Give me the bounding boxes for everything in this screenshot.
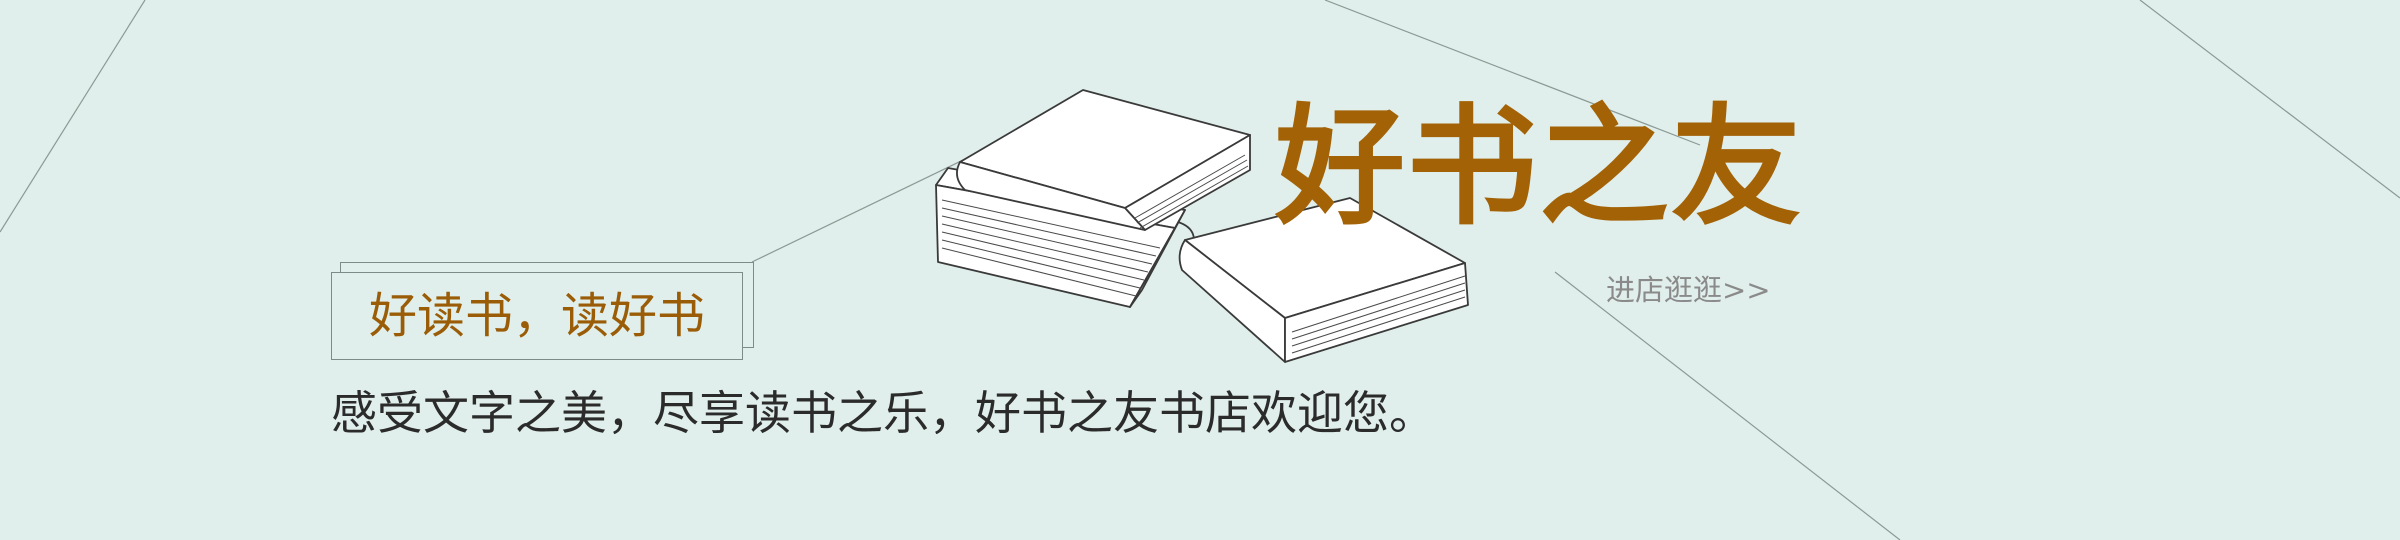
welcome-text: 感受文字之美，尽享读书之乐，好书之友书店欢迎您。 <box>331 386 1435 440</box>
brand-title: 好书之友 <box>1275 91 1804 243</box>
slogan-box: 好读书，读好书 <box>331 272 743 360</box>
slogan-text: 好读书，读好书 <box>368 288 705 344</box>
books-icon <box>935 89 1469 363</box>
enter-store-link[interactable]: 进店逛逛>> <box>1606 273 1771 307</box>
